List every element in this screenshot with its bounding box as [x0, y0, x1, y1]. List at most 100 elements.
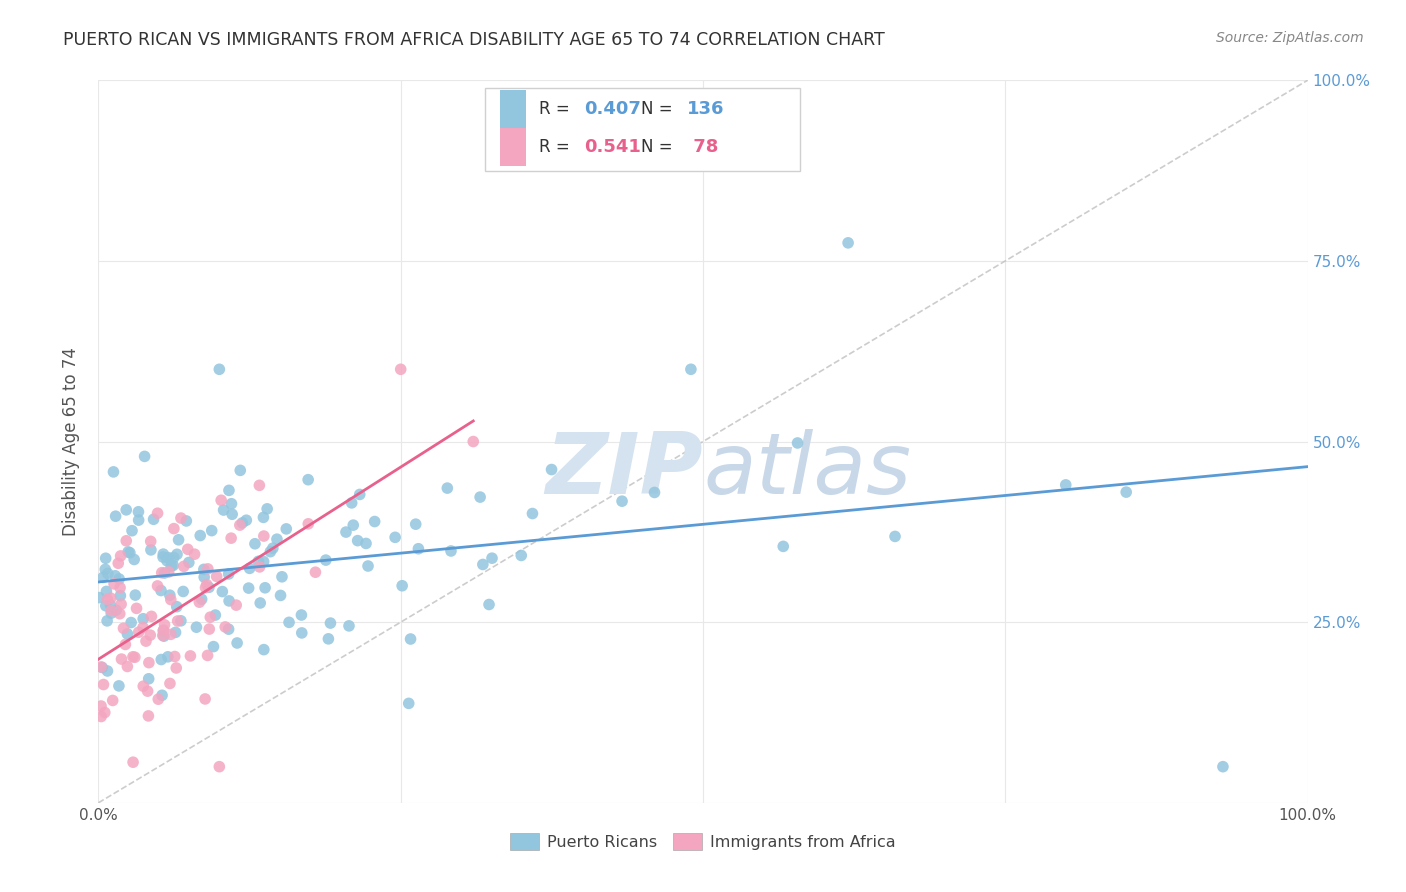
Point	[162, 558, 184, 573]
Point	[193, 562, 215, 576]
Point	[218, 594, 240, 608]
Point	[398, 697, 420, 711]
Point	[146, 579, 169, 593]
Point	[125, 601, 148, 615]
Point	[132, 612, 155, 626]
Point	[166, 599, 188, 614]
Point	[96, 584, 118, 599]
Point	[1115, 485, 1137, 500]
Point	[165, 661, 187, 675]
Point	[135, 634, 157, 648]
Point	[142, 512, 165, 526]
Point	[128, 513, 150, 527]
Point	[148, 692, 170, 706]
FancyBboxPatch shape	[501, 90, 526, 128]
Point	[100, 591, 122, 606]
Point	[153, 617, 176, 632]
Point	[96, 592, 118, 607]
Point	[93, 677, 115, 691]
Point	[253, 642, 276, 657]
Point	[249, 596, 271, 610]
Point	[152, 549, 174, 564]
Point	[172, 584, 194, 599]
Text: 78: 78	[688, 137, 718, 156]
Point	[166, 614, 188, 628]
Point	[94, 562, 117, 576]
Point	[221, 508, 243, 522]
Y-axis label: Disability Age 65 to 74: Disability Age 65 to 74	[62, 347, 80, 536]
Point	[1054, 478, 1077, 492]
Point	[256, 501, 278, 516]
Point	[138, 672, 160, 686]
Point	[110, 597, 132, 611]
Point	[101, 693, 124, 707]
Point	[100, 598, 122, 612]
Point	[128, 625, 150, 640]
Point	[315, 553, 337, 567]
Point	[478, 598, 501, 612]
Point	[253, 529, 276, 543]
Point	[157, 565, 180, 579]
Point	[159, 676, 181, 690]
Point	[150, 652, 173, 666]
Point	[91, 570, 114, 584]
Point	[354, 536, 377, 550]
Point	[163, 550, 186, 565]
Point	[229, 463, 252, 477]
Point	[179, 648, 201, 663]
Point	[391, 579, 413, 593]
Point	[481, 551, 503, 566]
Point	[239, 561, 262, 575]
Point	[121, 524, 143, 538]
Point	[150, 566, 173, 580]
Point	[108, 572, 131, 586]
Point	[214, 620, 236, 634]
Point	[97, 566, 120, 581]
Point	[194, 692, 217, 706]
Point	[225, 598, 247, 612]
Point	[201, 524, 224, 538]
Point	[772, 540, 794, 554]
Point	[468, 490, 491, 504]
Point	[153, 629, 176, 643]
Point	[177, 556, 200, 570]
Point	[183, 547, 205, 561]
Point	[679, 362, 702, 376]
Point	[117, 545, 139, 559]
Point	[644, 485, 666, 500]
Point	[176, 514, 198, 528]
Point	[249, 560, 271, 574]
Text: 0.541: 0.541	[585, 137, 641, 156]
Point	[100, 603, 122, 617]
Point	[291, 626, 314, 640]
Point	[138, 709, 160, 723]
Point	[195, 577, 218, 591]
Point	[166, 547, 188, 561]
Point	[304, 565, 326, 579]
Point	[152, 628, 174, 642]
Point	[105, 603, 128, 617]
Point	[363, 515, 385, 529]
Point	[278, 615, 301, 630]
Point	[157, 550, 180, 565]
Point	[152, 623, 174, 637]
Point	[188, 528, 211, 542]
Point	[463, 434, 485, 449]
Point	[156, 554, 179, 568]
FancyBboxPatch shape	[501, 128, 526, 166]
Point	[94, 599, 117, 613]
Point	[340, 496, 363, 510]
Point	[235, 513, 257, 527]
Point	[91, 660, 114, 674]
Point	[89, 591, 111, 605]
Point	[124, 650, 146, 665]
Text: R =: R =	[538, 100, 575, 118]
Point	[221, 497, 243, 511]
Text: N =: N =	[641, 100, 678, 118]
Text: R =: R =	[538, 137, 575, 156]
Point	[132, 679, 155, 693]
Point	[104, 569, 127, 583]
Point	[134, 450, 156, 464]
Point	[218, 483, 240, 498]
Point	[212, 503, 235, 517]
